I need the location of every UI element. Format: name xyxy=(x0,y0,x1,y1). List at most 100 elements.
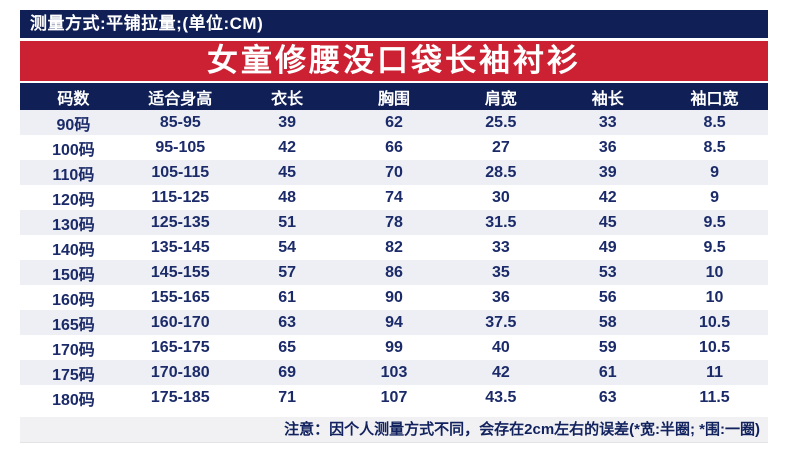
table-cell: 100码 xyxy=(52,141,95,159)
table-cell: 42 xyxy=(278,138,297,156)
table-cell: 175码 xyxy=(52,366,95,384)
table-cell: 35 xyxy=(491,263,510,281)
column-header: 码数 xyxy=(57,90,90,108)
note-text: 注意：因个人测量方式不同，会存在2cm左右的误差(*宽:半圈; *围:一圈) xyxy=(284,421,760,438)
table-row: 160码 155-165 61 90 36 56 10 xyxy=(20,285,768,310)
table-cell: 42 xyxy=(491,363,510,381)
table-cell: 145-155 xyxy=(150,263,210,281)
table-row: 150码 145-155 57 86 35 53 10 xyxy=(20,260,768,285)
column-header: 适合身高 xyxy=(148,90,213,108)
table-cell: 57 xyxy=(278,263,297,281)
table-cell: 110码 xyxy=(52,166,95,184)
table-cell: 42 xyxy=(598,188,617,206)
table-cell: 78 xyxy=(385,213,403,231)
table-cell: 107 xyxy=(380,388,408,406)
table-cell: 53 xyxy=(598,263,617,281)
table-cell: 150码 xyxy=(52,266,95,284)
table-row: 140码 135-145 54 82 33 49 9.5 xyxy=(20,235,768,260)
page-title: 女童修腰没口袋长袖衬衫 xyxy=(207,43,581,78)
table-row: 100码 95-105 42 66 27 36 8.5 xyxy=(20,135,768,160)
table-row: 180码 175-185 71 107 43.5 63 11.5 xyxy=(20,385,768,410)
column-header: 袖口宽 xyxy=(690,90,739,108)
table-row: 130码 125-135 51 78 31.5 45 9.5 xyxy=(20,210,768,235)
table-cell: 170码 xyxy=(52,341,95,359)
column-header: 肩宽 xyxy=(484,90,517,108)
column-header: 胸围 xyxy=(377,90,410,108)
table-cell: 8.5 xyxy=(703,138,726,156)
table-cell: 103 xyxy=(380,363,408,381)
table-cell: 30 xyxy=(491,188,510,206)
table-cell: 40 xyxy=(491,338,510,356)
table-cell: 95-105 xyxy=(155,138,206,156)
table-cell: 51 xyxy=(278,213,297,231)
table-cell: 99 xyxy=(385,338,403,356)
table-cell: 86 xyxy=(385,263,403,281)
column-header: 衣长 xyxy=(271,90,304,108)
table-cell: 66 xyxy=(385,138,403,156)
table-cell: 180码 xyxy=(52,391,95,409)
table-cell: 120码 xyxy=(52,191,95,209)
table-cell: 130码 xyxy=(52,216,95,234)
table-row: 165码 160-170 63 94 37.5 58 10.5 xyxy=(20,310,768,335)
table-cell: 155-165 xyxy=(150,288,210,306)
table-cell: 10.5 xyxy=(698,338,731,356)
table-cell: 62 xyxy=(385,113,403,131)
table-cell: 25.5 xyxy=(485,113,517,131)
table-cell: 45 xyxy=(278,163,297,181)
table-cell: 33 xyxy=(598,113,617,131)
table-row: 120码 115-125 48 74 30 42 9 xyxy=(20,185,768,210)
table-cell: 8.5 xyxy=(703,113,726,131)
table-cell: 74 xyxy=(385,188,403,206)
table-cell: 90 xyxy=(385,288,403,306)
table-cell: 165码 xyxy=(52,316,95,334)
table-cell: 69 xyxy=(278,363,297,381)
table-row: 170码 165-175 65 99 40 59 10.5 xyxy=(20,335,768,360)
table-cell: 56 xyxy=(598,288,617,306)
table-cell: 65 xyxy=(278,338,297,356)
table-cell: 63 xyxy=(278,313,297,331)
table-header-row: 码数 适合身高 衣长 胸围 肩宽 袖长 袖口宽 xyxy=(20,83,768,110)
table-cell: 135-145 xyxy=(150,238,210,256)
table-cell: 70 xyxy=(385,163,403,181)
table-cell: 39 xyxy=(598,163,617,181)
table-cell: 28.5 xyxy=(485,163,517,181)
table-row: 110码 105-115 45 70 28.5 39 9 xyxy=(20,160,768,185)
table-cell: 31.5 xyxy=(485,213,517,231)
size-chart-content: 测量方式:平铺拉量;(单位:CM) 女童修腰没口袋长袖衬衫 码数 适合身高 衣长 胸围… xyxy=(20,10,768,443)
table-cell: 175-185 xyxy=(150,388,210,406)
table-cell: 71 xyxy=(278,388,297,406)
table-cell: 61 xyxy=(598,363,617,381)
table-cell: 48 xyxy=(278,188,297,206)
title-banner: 女童修腰没口袋长袖衬衫 xyxy=(20,41,768,81)
table-cell: 90码 xyxy=(56,116,91,134)
table-cell: 140码 xyxy=(52,241,95,259)
table-cell: 36 xyxy=(598,138,617,156)
table-cell: 9 xyxy=(710,188,720,206)
table-cell: 11 xyxy=(706,363,724,381)
table-cell: 165-175 xyxy=(150,338,210,356)
note-row: 注意：因个人测量方式不同，会存在2cm左右的误差(*宽:半圈; *围:一圈) xyxy=(20,417,768,443)
table-cell: 36 xyxy=(491,288,510,306)
table-cell: 94 xyxy=(385,313,403,331)
size-table: 码数 适合身高 衣长 胸围 肩宽 袖长 袖口宽 90码 85-95 39 62 25.5 33 8.5 1… xyxy=(20,83,768,443)
table-cell: 43.5 xyxy=(485,388,517,406)
table-cell: 39 xyxy=(278,113,297,131)
table-cell: 82 xyxy=(385,238,403,256)
table-cell: 10 xyxy=(705,263,724,281)
table-body: 90码 85-95 39 62 25.5 33 8.5 100码 95-105 42 66 27 36 8… xyxy=(20,110,768,410)
table-cell: 10.5 xyxy=(698,313,731,331)
table-cell: 170-180 xyxy=(150,363,210,381)
table-cell: 33 xyxy=(491,238,510,256)
table-cell: 105-115 xyxy=(151,163,210,181)
table-cell: 61 xyxy=(278,288,297,306)
table-row: 90码 85-95 39 62 25.5 33 8.5 xyxy=(20,110,768,135)
table-cell: 54 xyxy=(278,238,297,256)
table-cell: 27 xyxy=(491,138,510,156)
measurement-method-bar: 测量方式:平铺拉量;(单位:CM) xyxy=(20,10,768,38)
table-cell: 160-170 xyxy=(150,313,210,331)
table-cell: 10 xyxy=(705,288,724,306)
table-cell: 37.5 xyxy=(485,313,517,331)
table-cell: 125-135 xyxy=(150,213,210,231)
table-cell: 63 xyxy=(598,388,617,406)
